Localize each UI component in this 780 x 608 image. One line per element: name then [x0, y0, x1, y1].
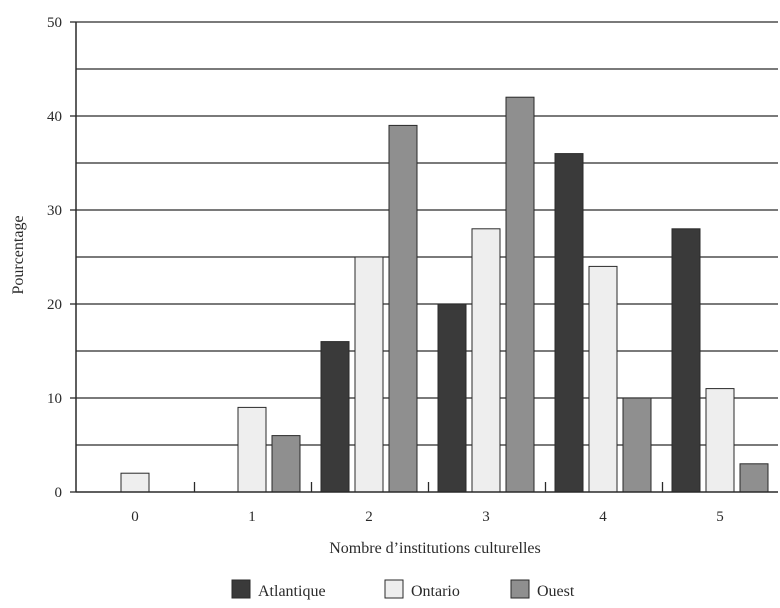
x-tick-label: 2 — [365, 509, 373, 525]
gridlines — [76, 21, 778, 446]
bar-ontario-5 — [705, 388, 735, 493]
y-tick-labels: 0 10 20 30 40 50 — [47, 15, 76, 501]
legend-swatch — [510, 579, 530, 599]
legend-label: Ouest — [537, 583, 575, 600]
x-tick-label: 5 — [716, 509, 724, 525]
bar-ontario-1 — [237, 406, 267, 493]
axes — [75, 22, 778, 493]
y-tick-label: 0 — [55, 485, 63, 501]
y-tick-label: 30 — [47, 203, 62, 219]
bar-ontario-4 — [588, 265, 618, 493]
bar-atlantique-5 — [671, 228, 701, 493]
legend-label: Ontario — [411, 583, 460, 600]
y-tick-label: 50 — [47, 15, 62, 31]
x-tick-label: 4 — [599, 509, 607, 525]
legend: Atlantique Ontario Ouest — [231, 579, 575, 600]
bar-atlantique-3 — [437, 303, 467, 493]
bar-ouest-3 — [505, 96, 535, 493]
y-tick-label: 20 — [47, 297, 62, 313]
bar-ouest-5 — [739, 463, 769, 493]
bar-atlantique-4 — [554, 153, 584, 493]
x-tick-labels: 0 1 2 3 4 5 — [131, 482, 724, 525]
bars — [120, 96, 769, 493]
x-tick-label: 0 — [131, 509, 139, 525]
bar-ouest-4 — [622, 397, 652, 493]
legend-label: Atlantique — [258, 583, 326, 600]
legend-swatch — [384, 579, 404, 599]
bar-ontario-0 — [120, 472, 150, 493]
x-axis-title: Nombre d’institutions culturelles — [329, 540, 541, 557]
y-tick-label: 10 — [47, 391, 62, 407]
bar-ouest-2 — [388, 124, 418, 493]
bar-atlantique-2 — [320, 341, 350, 493]
bar-ontario-2 — [354, 256, 384, 493]
y-axis-title: Pourcentage — [10, 215, 27, 294]
y-tick-label: 40 — [47, 109, 62, 125]
x-tick-label: 3 — [482, 509, 490, 525]
x-tick-label: 1 — [248, 509, 256, 525]
bar-ouest-1 — [271, 435, 301, 493]
bar-ontario-3 — [471, 228, 501, 493]
legend-swatch — [231, 579, 251, 599]
